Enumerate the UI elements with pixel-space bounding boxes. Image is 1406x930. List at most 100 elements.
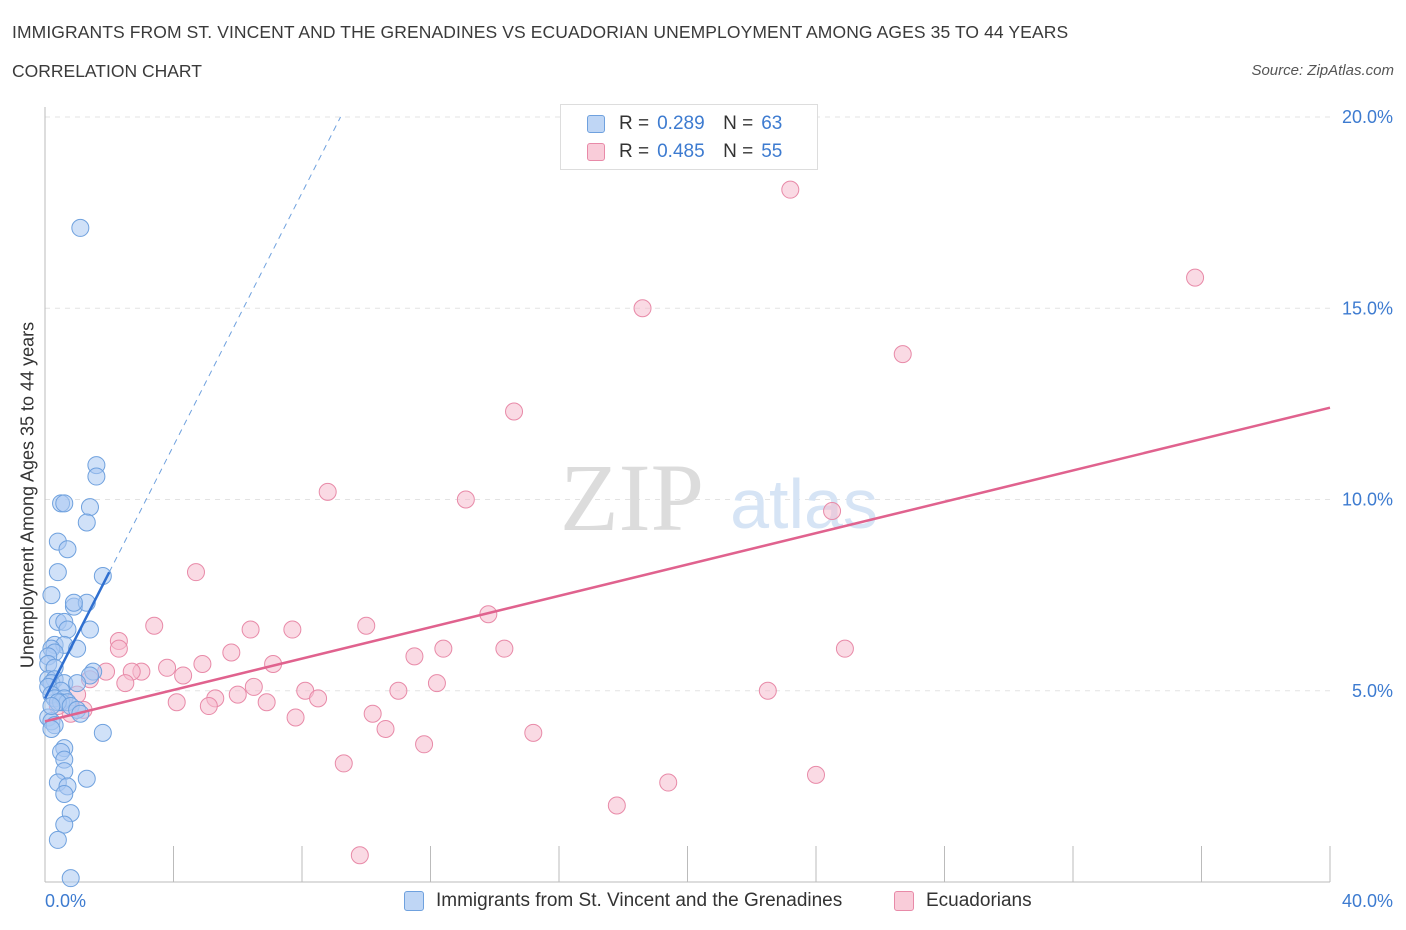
- x-axis-min-label: 0.0%: [45, 891, 87, 911]
- ecuadorians-point: [318, 482, 337, 501]
- immigrants-point: [42, 586, 61, 605]
- trendlines: [43, 116, 1331, 723]
- ecuadorians-point: [116, 674, 135, 693]
- ecuadorians-point: [823, 501, 842, 520]
- ecuadorians-point: [405, 647, 424, 666]
- ecuadorians-point: [174, 666, 193, 685]
- immigrants-point: [61, 869, 80, 888]
- legend-row-immigrants: R = 0.289 N = 63: [587, 112, 782, 136]
- legend-n-value: 55: [761, 141, 783, 162]
- immigrants-point: [42, 697, 61, 716]
- legend-n-label: N =: [723, 113, 754, 134]
- grid-lines: [45, 116, 1330, 692]
- source-credit: Source: ZipAtlas.com: [1251, 62, 1394, 79]
- immigrants-point: [55, 815, 74, 834]
- correlation-legend: R = 0.289 N = 63 R = 0.485 N = 55: [560, 104, 818, 170]
- y-tick-label: 15.0%: [1342, 298, 1393, 318]
- y-tick-label: 10.0%: [1342, 490, 1393, 510]
- immigrants-point: [87, 467, 106, 486]
- ecuadorians-point: [835, 639, 854, 658]
- immigrants-point: [77, 769, 96, 788]
- y-tick-label: 20.0%: [1342, 107, 1393, 127]
- immigrants-trend-extension: [108, 116, 341, 573]
- immigrants-point: [58, 540, 77, 559]
- ecuadorians-point: [376, 720, 395, 738]
- legend-swatch-blue: [587, 115, 605, 133]
- immigrants-point: [58, 620, 77, 639]
- legend-n-value: 63: [761, 113, 783, 134]
- ecuadorians-point: [495, 639, 514, 658]
- ecuadorians-point: [199, 697, 218, 716]
- ecuadorians-point: [781, 180, 800, 199]
- series-swatch-blue: [404, 891, 424, 911]
- series-label-immigrants: Immigrants from St. Vincent and the Gren…: [436, 890, 843, 911]
- ecuadorians-point: [633, 299, 652, 318]
- legend-r-label: R =: [619, 113, 650, 134]
- ecuadorians-point: [222, 643, 241, 662]
- series-legend-immigrants: Immigrants from St. Vincent and the Gren…: [404, 890, 842, 912]
- ecuadorians-point: [145, 616, 164, 635]
- ecuadorians-point: [893, 345, 912, 364]
- ecuadorians-point: [427, 674, 446, 693]
- immigrants-point: [42, 720, 61, 738]
- ecuadorians-point: [807, 765, 825, 784]
- ecuadorians-point: [158, 658, 177, 677]
- svg-immigrants-points: [39, 218, 112, 888]
- ecuadorians-point: [758, 681, 777, 700]
- ecuadorians-point: [283, 620, 302, 639]
- ecuadorians-trendline: [44, 406, 1331, 723]
- ecuadorians-point: [607, 796, 626, 815]
- watermark-zip: ZIP: [560, 444, 704, 551]
- ecuadorians-point: [363, 704, 382, 723]
- immigrants-point: [93, 723, 112, 742]
- immigrants-point: [48, 830, 67, 849]
- series-swatch-pink: [894, 891, 914, 911]
- ecuadorians-point: [659, 773, 678, 792]
- ecuadorians-point: [456, 490, 475, 509]
- series-label-ecuadorians: Ecuadorians: [926, 890, 1032, 911]
- ecuadorians-point: [109, 639, 128, 658]
- chart-title: IMMIGRANTS FROM ST. VINCENT AND THE GREN…: [12, 22, 1069, 42]
- immigrants-point: [71, 218, 90, 237]
- ecuadorians-point: [1186, 268, 1205, 287]
- ecuadorians-point: [244, 677, 263, 696]
- ecuadorians-point: [257, 693, 276, 712]
- ecuadorians-point: [193, 654, 212, 673]
- x-axis-max-label: 40.0%: [1341, 891, 1393, 911]
- immigrants-point: [64, 593, 83, 612]
- ecuadorians-point: [415, 735, 434, 754]
- immigrants-point: [48, 563, 67, 582]
- y-tick-labels: 5.0% 10.0% 15.0% 20.0%: [1342, 107, 1393, 701]
- immigrants-point: [80, 620, 99, 639]
- immigrants-point: [77, 513, 96, 532]
- immigrants-point: [93, 567, 112, 585]
- y-axis-label: Unemployment Among Ages 35 to 44 years: [17, 321, 38, 669]
- ecuadorians-point: [167, 693, 186, 712]
- ecuadorians-point: [228, 685, 247, 704]
- immigrants-point: [68, 674, 87, 693]
- legend-r-label: R =: [619, 141, 650, 162]
- series-legend-ecuadorians: Ecuadorians: [894, 890, 1032, 912]
- ecuadorians-point: [241, 620, 260, 639]
- watermark-atlas: atlas: [730, 465, 878, 543]
- legend-r-value: 0.289: [657, 113, 705, 134]
- ecuadorians-point: [357, 616, 376, 635]
- immigrants-point: [80, 498, 99, 517]
- ecuadorians-point: [350, 846, 369, 865]
- legend-row-ecuadorians: R = 0.485 N = 55: [587, 140, 782, 164]
- ecuadorians-point: [389, 681, 408, 700]
- y-tick-label: 5.0%: [1352, 681, 1393, 701]
- ecuadorians-point: [524, 723, 543, 742]
- ecuadorians-point: [505, 402, 524, 421]
- immigrants-point: [55, 494, 74, 513]
- watermark: ZIP atlas: [560, 444, 878, 551]
- legend-n-label: N =: [723, 141, 754, 162]
- legend-r-value: 0.485: [657, 141, 705, 162]
- ecuadorians-point: [309, 689, 328, 708]
- immigrants-trendline: [43, 571, 111, 699]
- ecuadorians-point: [286, 708, 305, 727]
- legend-swatch-pink: [587, 143, 605, 161]
- ecuadorians-point: [334, 754, 353, 773]
- series-legend: Immigrants from St. Vincent and the Gren…: [0, 890, 1406, 914]
